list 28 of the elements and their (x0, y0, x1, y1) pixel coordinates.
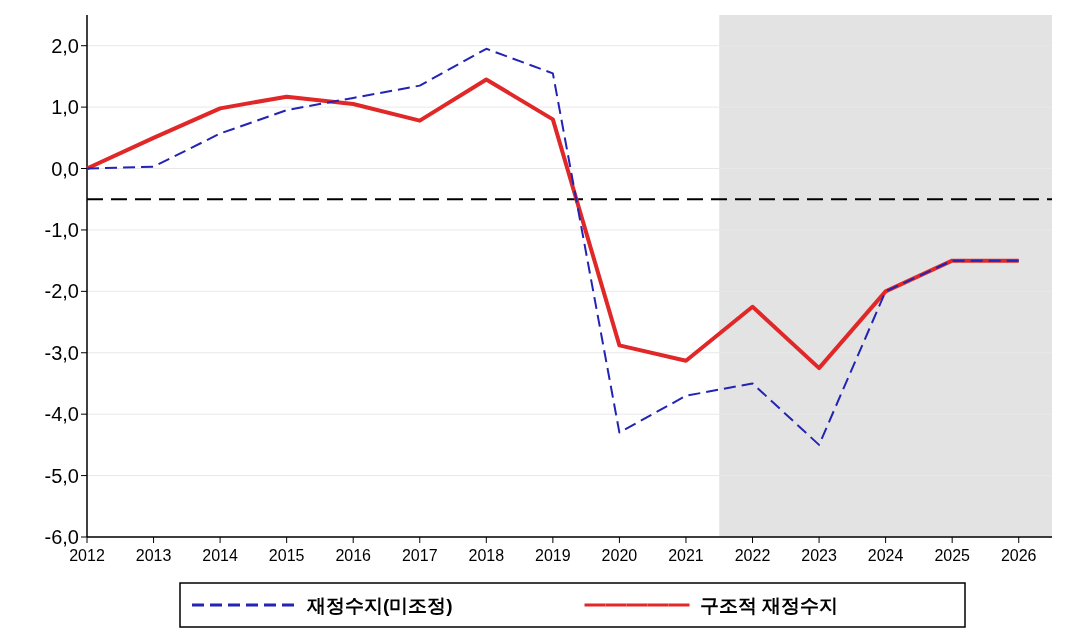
x-tick-label: 2012 (69, 547, 105, 564)
legend-label: 구조적 재정수지 (699, 595, 838, 616)
x-tick-label: 2013 (135, 547, 172, 564)
x-tick-label: 2016 (335, 547, 372, 564)
y-tick-label: -4,0 (44, 403, 79, 426)
line-series (86, 47, 1020, 446)
x-tick-label: 2021 (668, 547, 704, 564)
y-tick-label: -2,0 (44, 280, 79, 303)
x-tick-label: 2015 (268, 547, 305, 564)
x-tick-label: 2023 (801, 547, 837, 564)
y-tick-label: -6,0 (44, 526, 79, 548)
x-tick-label: 2025 (934, 547, 971, 564)
y-tick-label: 0,0 (51, 157, 79, 180)
x-tick-label: 2014 (202, 547, 238, 564)
x-tick-label: 2017 (401, 547, 438, 564)
y-tick-label: -3,0 (44, 341, 79, 364)
x-tick-label: 2022 (734, 547, 771, 564)
x-tick-label: 2018 (468, 547, 505, 564)
y-tick-label: -5,0 (44, 464, 79, 487)
y-tick-label: 1,0 (51, 96, 79, 119)
x-tick-label: 2019 (535, 547, 571, 564)
x-tick-label: 2020 (601, 547, 638, 564)
y-tick-label: 2,0 (51, 34, 79, 57)
x-tick-label: 2024 (867, 547, 904, 564)
line-series (85, 77, 1021, 371)
legend-label: 재정수지(미조정) (306, 595, 453, 616)
y-tick-label: -1,0 (44, 218, 79, 241)
x-tick-label: 2026 (1000, 547, 1037, 564)
